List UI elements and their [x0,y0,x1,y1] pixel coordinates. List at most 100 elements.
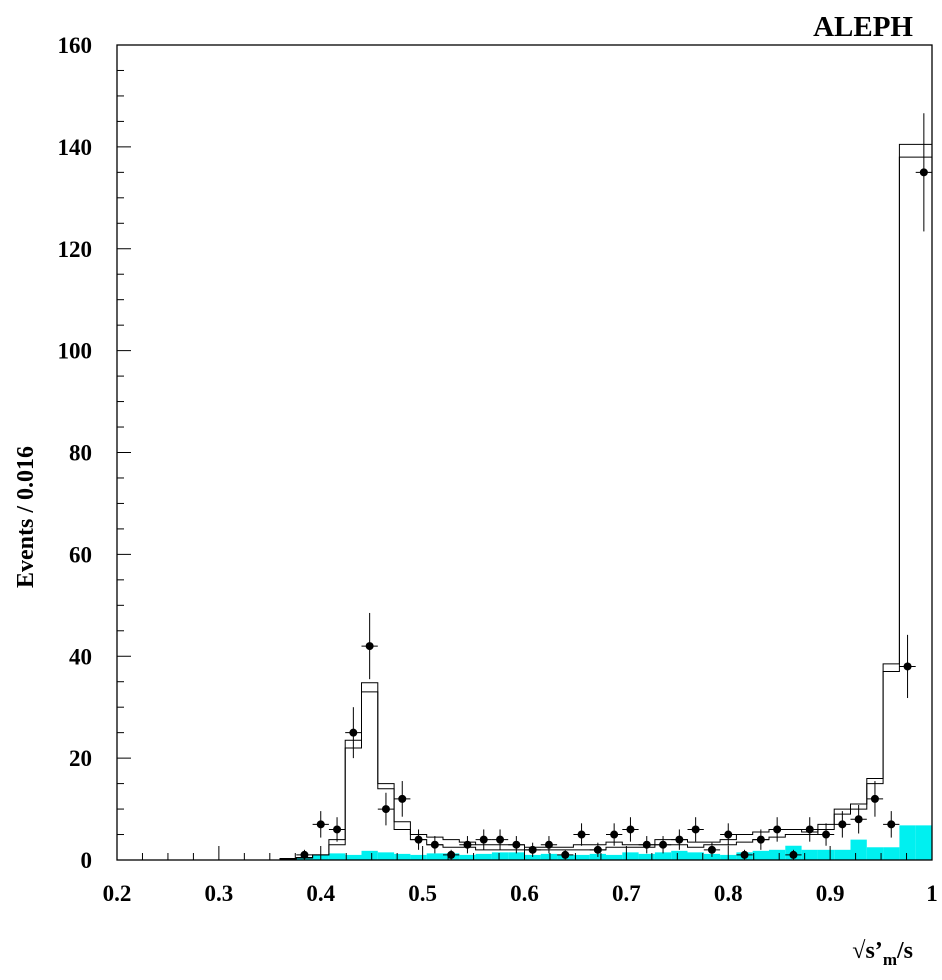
data-point-marker [414,835,423,844]
data-point-marker [854,815,863,824]
data-point [296,849,313,860]
x-axis-title-base: √s’ [852,938,883,964]
data-point-marker [300,850,309,859]
data-point [312,811,329,838]
background-bin-16 [377,852,395,860]
data-point-marker [593,845,602,854]
data-point-marker [365,642,374,651]
x-tick-label: 0.9 [816,881,845,906]
data-point-marker [447,850,456,859]
data-point-marker [838,820,847,829]
data-point-marker [333,825,342,834]
background-bin-33 [654,852,672,860]
data-point-marker [707,845,716,854]
data-point [410,829,427,850]
x-tick-label: 0.5 [408,881,437,906]
data-point-marker [773,825,782,834]
data-point-marker [740,850,749,859]
data-point-marker [463,840,472,849]
x-tick-label: 1 [926,881,938,906]
background-bin-17 [394,853,411,860]
data-point [508,836,525,854]
data-point [491,829,509,850]
data-point-marker [756,835,765,844]
y-tick-label: 160 [58,33,93,58]
data-point-marker [659,840,668,849]
data-point [834,811,851,838]
data-point-marker [675,835,684,844]
data-point [540,836,558,854]
data-point [720,823,737,846]
data-point-marker [822,830,831,839]
data-point [557,849,574,860]
data-point-marker [544,840,553,849]
data-point-marker [691,825,700,834]
background-bin-32 [638,853,655,860]
data-point [883,811,900,838]
data-point-marker [870,794,879,803]
background-bin-21 [459,854,476,860]
data-point [606,823,623,846]
y-tick-label: 20 [69,746,92,771]
chart-title: ALEPH [813,11,913,43]
data-point-marker [561,850,570,859]
data-point-marker [496,835,505,844]
background-bin-23 [491,852,509,860]
background-bin-47 [883,847,900,860]
x-tick-label: 0.3 [205,881,234,906]
y-tick-label: 0 [81,848,93,873]
data-point [426,836,443,854]
data-point-marker [919,168,928,177]
data-point-marker [805,825,814,834]
data-point [687,817,704,842]
simulation-step-line-2 [117,156,932,861]
y-tick-label: 100 [58,339,93,364]
data-point [443,849,460,860]
background-bin-48 [899,825,916,860]
data-point [524,842,541,857]
background-bin-13 [328,853,346,860]
background-bin-39 [752,850,769,860]
background-bin-18 [410,854,427,860]
background-bin-44 [834,849,851,860]
data-point-marker [398,794,407,803]
data-point-marker [512,840,521,849]
data-point-marker [789,850,798,859]
x-tick-label: 0.8 [714,881,743,906]
data-point-marker [479,835,488,844]
data-point [769,817,786,842]
axis-tick-layer: 0.2 0.3 0.4 0.5 0.6 0.7 0.8 0.9 1 0 20 40 60 80 100 120… [58,33,938,906]
data-point [394,781,411,817]
background-bin-43 [817,849,835,860]
background-bin-19 [426,853,443,860]
x-tick-label: 0.7 [612,881,641,906]
data-point [377,792,395,826]
data-point [785,849,802,860]
plot-frame [116,44,933,861]
x-tick-label: 0.4 [306,881,335,906]
data-point [589,842,606,857]
data-point [459,836,476,854]
background-bin-49 [915,825,932,860]
simulation-step-layer [117,143,932,861]
data-point [703,842,721,857]
x-tick-label: 0.6 [510,881,539,906]
y-tick-label: 140 [58,135,93,160]
data-point-layer [296,113,932,860]
background-bin-31 [622,852,639,860]
simulation-step-line-1 [117,143,932,861]
background-bin-42 [801,849,818,860]
data-point [475,829,492,850]
background-bin-46 [866,847,884,860]
data-point [850,804,867,834]
data-point [866,781,884,817]
data-point-marker [642,840,651,849]
data-point-marker [724,830,733,839]
data-point-marker [610,830,619,839]
background-bin-40 [769,849,786,860]
background-bin-30 [606,854,623,860]
x-axis-title-subscript: m [883,950,897,969]
data-point [915,113,932,232]
data-point [328,817,346,842]
y-tick-label: 60 [69,542,92,567]
